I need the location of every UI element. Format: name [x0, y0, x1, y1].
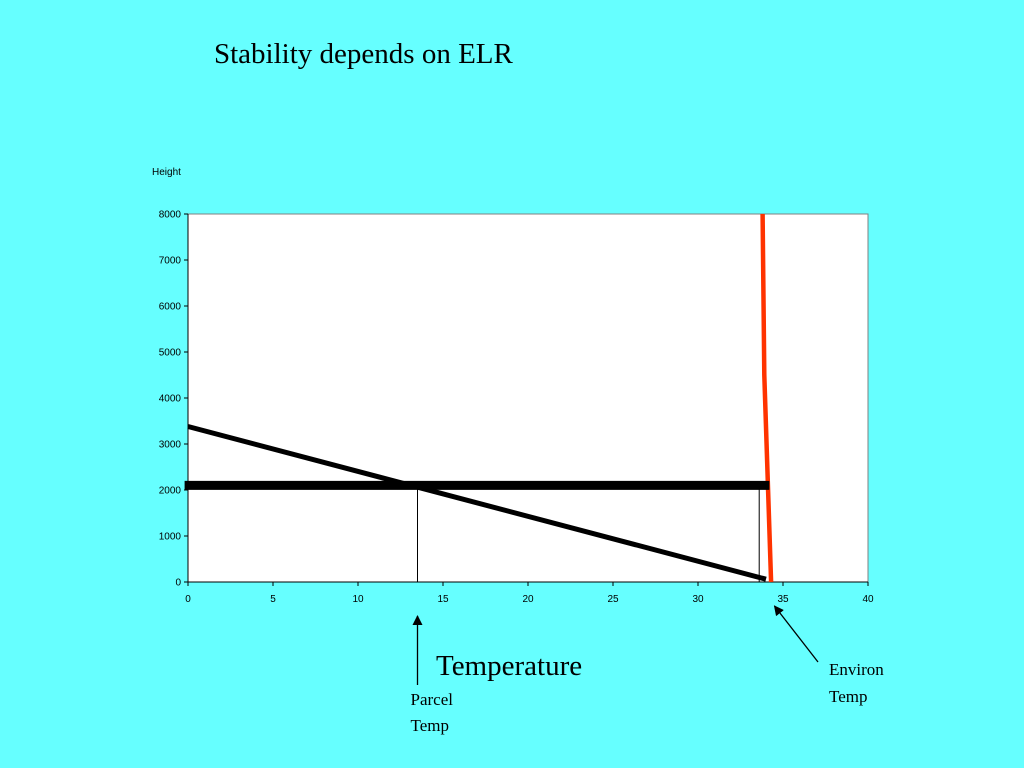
parcel-lapse-line — [187, 424, 767, 582]
environ-temp-label-line1: Environ — [829, 660, 884, 679]
x-tick-label: 20 — [522, 594, 534, 605]
y-axis-title: Height — [152, 167, 181, 178]
parcel-temp-label-line2: Temp — [411, 716, 449, 735]
x-tick-label: 30 — [692, 594, 704, 605]
y-tick-label: 3000 — [159, 440, 182, 451]
y-tick-label: 1000 — [159, 532, 182, 543]
x-tick-label: 15 — [437, 594, 449, 605]
x-tick-label: 0 — [185, 594, 191, 605]
environ-temp-label-line2: Temp — [829, 687, 867, 706]
x-tick-label: 10 — [352, 594, 364, 605]
y-tick-label: 7000 — [159, 256, 182, 267]
plot-area — [187, 213, 869, 583]
slide-title: Stability depends on ELR — [214, 38, 513, 70]
y-tick-label: 4000 — [159, 394, 182, 405]
y-tick-label: 5000 — [159, 348, 182, 359]
environ-temp-arrow — [773, 605, 819, 663]
y-tick-label: 2000 — [159, 486, 182, 497]
y-tick-label: 8000 — [159, 210, 182, 221]
x-tick-label: 25 — [607, 594, 619, 605]
x-tick-label: 40 — [862, 594, 874, 605]
y-tick-label: 0 — [175, 578, 181, 589]
parcel-temp-label-line1: Parcel — [411, 690, 454, 709]
x-tick-label: 5 — [270, 594, 276, 605]
x-tick-label: 35 — [777, 594, 789, 605]
environmental-lapse-line — [760, 213, 774, 583]
y-tick-label: 6000 — [159, 302, 182, 313]
x-axis-title: Temperature — [436, 650, 582, 682]
